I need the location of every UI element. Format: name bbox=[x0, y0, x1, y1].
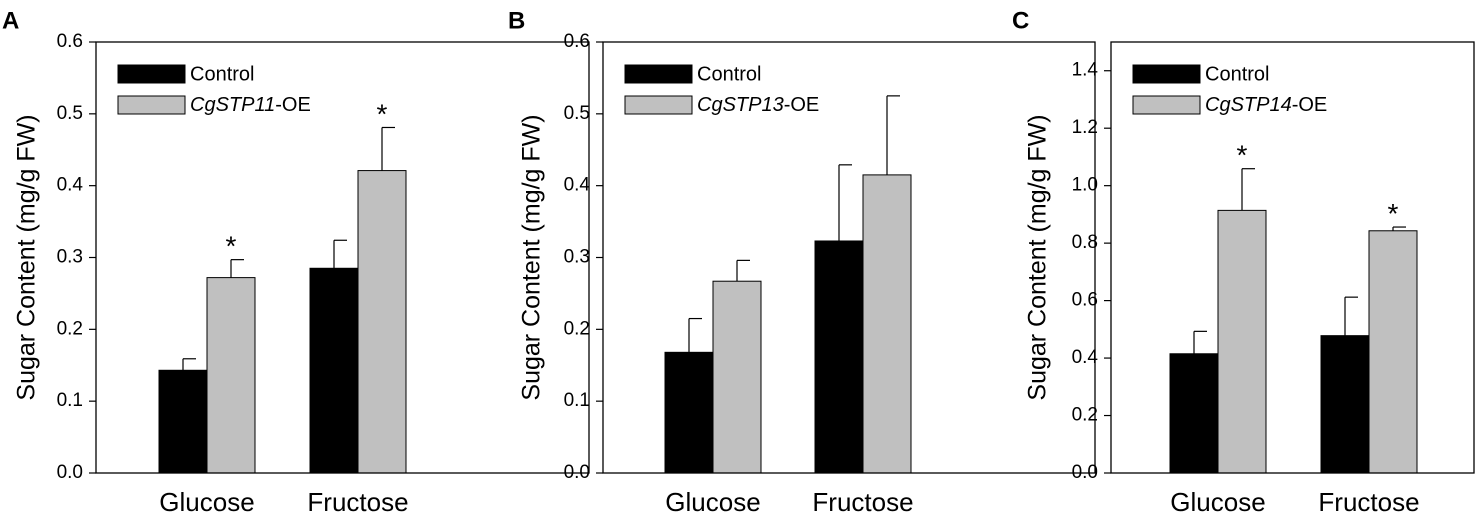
panel-c: C Sugar Content (mg/g FW) 0.0 0.2 0.4 0.6 0.8 1… bbox=[1012, 7, 1475, 517]
y-tick-label: 1.0 bbox=[1072, 175, 1098, 196]
bar bbox=[664, 351, 714, 474]
y-axis-title: Sugar Content (mg/g FW) bbox=[518, 114, 546, 400]
bar bbox=[1368, 230, 1418, 474]
y-tick-label: 0.3 bbox=[564, 247, 590, 268]
bar bbox=[357, 170, 407, 474]
significance-marker: * bbox=[226, 231, 237, 262]
legend-label: Control bbox=[1205, 63, 1269, 85]
y-tick-label: 0.6 bbox=[57, 31, 83, 52]
y-tick-label: 0.4 bbox=[57, 175, 84, 196]
legend-label: CgSTP14-OE bbox=[1205, 94, 1327, 116]
y-tick-label: 0.1 bbox=[564, 390, 590, 411]
legend-label: CgSTP11-OE bbox=[190, 94, 311, 116]
y-tick-label: 0.0 bbox=[564, 462, 590, 483]
bar bbox=[158, 369, 208, 474]
y-tick-label: 0.5 bbox=[564, 103, 590, 124]
y-tick-label: 0.2 bbox=[57, 318, 83, 339]
y-tick-label: 0.8 bbox=[1072, 232, 1098, 253]
legend-swatch bbox=[1132, 64, 1201, 84]
y-tick-label: 0.6 bbox=[564, 31, 590, 52]
bar bbox=[814, 240, 864, 474]
legend-swatch bbox=[1132, 95, 1201, 115]
bar bbox=[309, 267, 359, 474]
x-category-label: Glucose bbox=[159, 487, 254, 517]
x-category-label: Fructose bbox=[812, 487, 913, 517]
legend-swatch bbox=[117, 95, 186, 115]
bar bbox=[712, 280, 762, 474]
bar bbox=[862, 174, 912, 474]
bar bbox=[1320, 335, 1370, 474]
panel-letter: C bbox=[1012, 7, 1029, 34]
y-tick-label: 0.0 bbox=[1072, 462, 1098, 483]
bar bbox=[1169, 353, 1219, 474]
legend-label: CgSTP13-OE bbox=[697, 94, 819, 116]
x-category-label: Fructose bbox=[307, 487, 408, 517]
bar bbox=[206, 277, 256, 474]
legend-label: Control bbox=[190, 63, 254, 85]
plot-frame bbox=[1110, 41, 1475, 474]
significance-marker: * bbox=[1388, 198, 1399, 229]
y-tick-label: 0.2 bbox=[1072, 405, 1098, 426]
significance-marker: * bbox=[1237, 140, 1248, 171]
significance-marker: * bbox=[377, 98, 388, 129]
y-tick-label: 0.4 bbox=[1072, 347, 1099, 368]
y-axis-title: Sugar Content (mg/g FW) bbox=[1024, 114, 1052, 400]
y-tick-label: 0.3 bbox=[57, 247, 83, 268]
y-tick-label: 0.4 bbox=[564, 175, 591, 196]
legend-swatch bbox=[117, 64, 186, 84]
panel-a: A Sugar Content (mg/g FW) 0.0 0.1 0.2 0.3 0.4 0… bbox=[2, 7, 590, 517]
legend-label: Control bbox=[697, 63, 761, 85]
panel-letter: B bbox=[508, 7, 525, 34]
plot-frame bbox=[95, 41, 590, 474]
y-tick-label: 0.2 bbox=[564, 318, 590, 339]
bar bbox=[1217, 209, 1267, 474]
legend-swatch bbox=[624, 64, 693, 84]
y-tick-label: 1.4 bbox=[1072, 60, 1099, 81]
y-tick-label: 0.6 bbox=[1072, 290, 1098, 311]
panel-letter: A bbox=[2, 7, 19, 34]
x-category-label: Glucose bbox=[665, 487, 760, 517]
y-axis-title: Sugar Content (mg/g FW) bbox=[13, 114, 41, 400]
y-tick-label: 0.5 bbox=[57, 103, 83, 124]
legend-swatch bbox=[624, 95, 693, 115]
y-tick-label: 0.0 bbox=[57, 462, 83, 483]
x-category-label: Fructose bbox=[1318, 487, 1419, 517]
plot-frame bbox=[602, 41, 1096, 474]
panel-b: B Sugar Content (mg/g FW) 0.0 0.1 0.2 0.3 0.4 0… bbox=[508, 7, 1096, 517]
y-tick-label: 0.1 bbox=[57, 390, 83, 411]
y-tick-label: 1.2 bbox=[1072, 117, 1098, 138]
x-category-label: Glucose bbox=[1170, 487, 1265, 517]
